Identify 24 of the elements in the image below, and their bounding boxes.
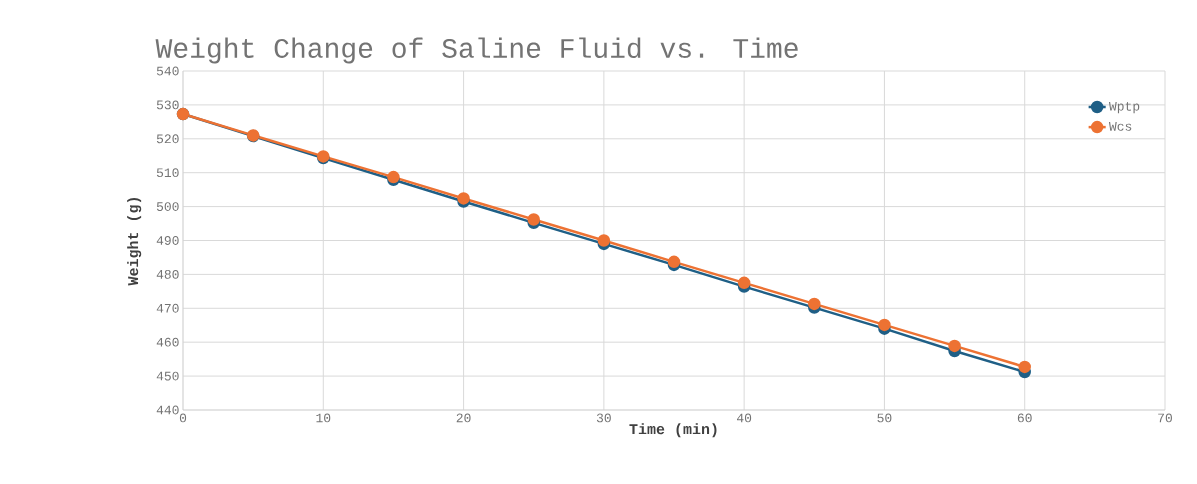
y-tick-label: 540 <box>156 66 179 76</box>
y-tick-label: 470 <box>156 303 179 313</box>
legend-label: Wcs <box>1108 122 1132 131</box>
y-tick-label: 440 <box>156 405 179 415</box>
y-tick-label: 520 <box>156 134 179 144</box>
y-tick-label: 450 <box>156 371 179 381</box>
x-tick-label: 30 <box>596 413 611 423</box>
y-tick-label: 460 <box>156 337 179 347</box>
x-axis-title: Time (min) <box>629 423 717 438</box>
y-tick-label: 500 <box>156 202 179 211</box>
x-tick-label: 20 <box>456 413 471 423</box>
y-tick-label: 480 <box>156 269 179 279</box>
x-tick-label: 70 <box>1158 413 1172 423</box>
y-tick-label: 490 <box>156 236 179 245</box>
y-axis-title: Weight (g) <box>127 198 142 286</box>
x-tick-label: 10 <box>316 413 331 423</box>
x-tick-label: 40 <box>737 413 752 423</box>
y-tick-label: 510 <box>156 168 179 178</box>
legend-label: Wptp <box>1108 101 1140 114</box>
chart-title: Weight Change of Saline Fluid vs. Time <box>155 37 798 64</box>
x-tick-label: 0 <box>179 413 187 423</box>
y-tick-label: 530 <box>156 100 179 110</box>
x-tick-label: 50 <box>877 413 892 423</box>
x-tick-label: 60 <box>1017 413 1032 423</box>
